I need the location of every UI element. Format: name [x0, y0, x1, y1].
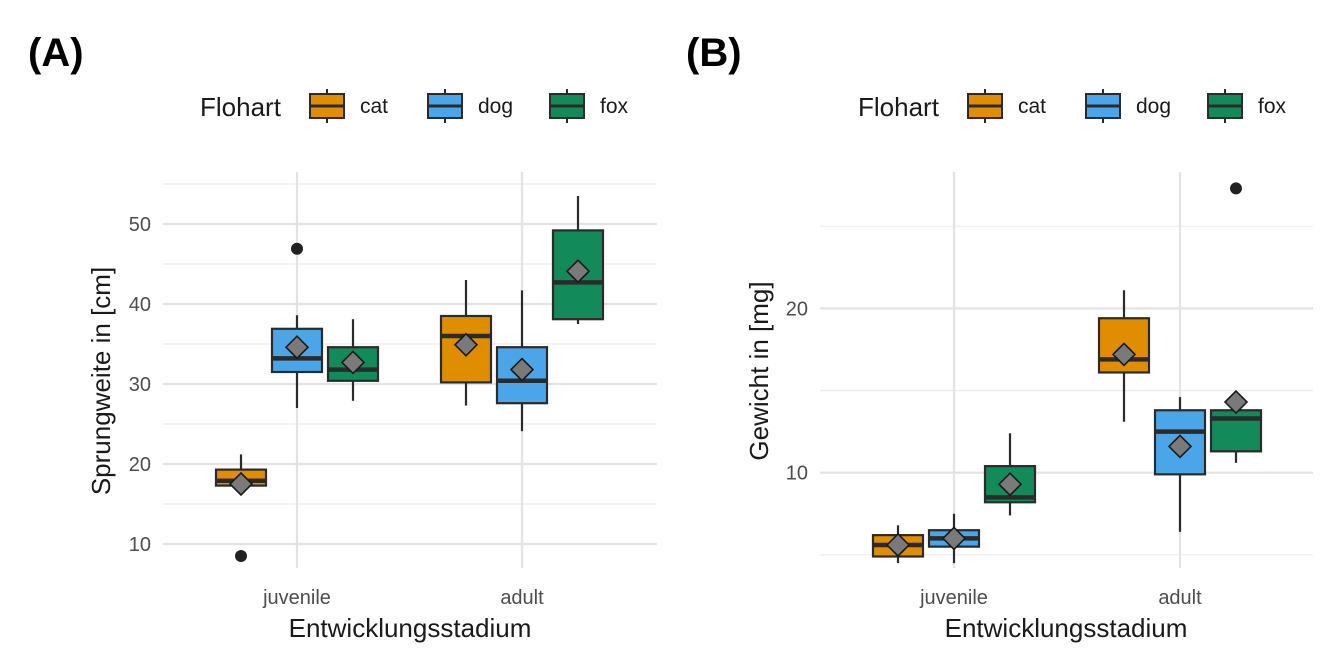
panel-b-label: (B) — [686, 31, 742, 75]
legend-key-dog: dog — [427, 89, 513, 123]
outlier-point — [1230, 182, 1242, 195]
panel-b-plot: 10 20 juvenile adult — [786, 172, 1313, 609]
outlier-point — [291, 242, 303, 255]
mean-marker — [1223, 389, 1249, 415]
mean-marker — [565, 259, 591, 284]
legend-key-cat: cat — [967, 89, 1046, 123]
mean-marker — [1111, 342, 1137, 367]
mean-marker — [228, 471, 254, 497]
legend-label: fox — [600, 95, 629, 118]
mean-marker — [885, 532, 911, 558]
panel-a-x-axis-title: Entwicklungsstadium — [289, 613, 532, 643]
box-cat-adult — [439, 280, 493, 406]
box-dog-adult — [1153, 397, 1207, 532]
legend-label: fox — [1258, 95, 1287, 118]
x-tick-label: adult — [500, 587, 544, 609]
panel-a: (A) Flohart cat dog fox 10 20 30 40 50 juvenile… — [28, 31, 657, 643]
box-dog-adult — [495, 290, 549, 432]
x-tick-label: adult — [1158, 587, 1202, 609]
panel-b-legend-keys: cat dog fox — [967, 89, 1287, 123]
mean-marker — [284, 335, 310, 360]
legend-label: cat — [1018, 95, 1046, 118]
box-fox-juvenile — [983, 433, 1037, 516]
panel-a-legend-title: Flohart — [200, 92, 282, 122]
legend-key-cat: cat — [309, 89, 388, 123]
y-tick-label: 10 — [786, 463, 808, 485]
legend-label: dog — [1136, 95, 1171, 118]
panel-b-ticks: 10 20 juvenile adult — [786, 298, 1202, 609]
legend-key-fox: fox — [549, 89, 629, 123]
panel-a-y-axis-title: Sprungweite in [cm] — [86, 267, 116, 495]
panel-b-legend-title: Flohart — [858, 92, 940, 122]
box-dog-juvenile — [270, 242, 324, 408]
box-cat-adult — [1097, 290, 1151, 422]
mean-marker — [509, 357, 535, 382]
panel-a-legend-keys: cat dog fox — [309, 89, 629, 123]
y-tick-label: 30 — [129, 374, 151, 396]
legend-label: dog — [478, 95, 513, 118]
panel-a-ticks: 10 20 30 40 50 juvenile adult — [129, 214, 544, 609]
panel-a-label: (A) — [28, 31, 84, 75]
panel-b-x-axis-title: Entwicklungsstadium — [945, 613, 1188, 643]
mean-marker — [453, 332, 479, 357]
legend-label: cat — [360, 95, 388, 118]
mean-marker — [941, 526, 967, 551]
panel-b-y-axis-title: Gewicht in [mg] — [744, 281, 774, 460]
legend-key-dog: dog — [1085, 89, 1171, 123]
outlier-point — [235, 550, 247, 562]
box-fox-adult — [1209, 182, 1263, 463]
y-tick-label: 20 — [786, 298, 808, 320]
panel-b-grid — [820, 172, 1313, 568]
legend-key-fox: fox — [1207, 89, 1287, 123]
panel-b-legend: Flohart cat dog fox — [858, 89, 1287, 123]
box-cat-juvenile — [214, 454, 268, 562]
y-tick-label: 40 — [129, 294, 151, 316]
x-tick-label: juvenile — [919, 587, 988, 609]
panel-a-plot: 10 20 30 40 50 juvenile adult — [129, 172, 657, 609]
mean-marker — [997, 472, 1023, 497]
box-cat-juvenile — [871, 525, 925, 564]
box-fox-juvenile — [326, 319, 380, 401]
panel-b-boxes — [871, 182, 1263, 564]
y-tick-label: 50 — [129, 214, 151, 236]
panel-a-boxes — [214, 196, 605, 562]
box-fox-adult — [551, 196, 605, 324]
panel-a-legend: Flohart cat dog fox — [200, 89, 629, 123]
x-tick-label: juvenile — [262, 587, 331, 609]
mean-marker — [1167, 434, 1193, 459]
y-tick-label: 10 — [129, 534, 151, 556]
mean-marker — [340, 350, 366, 375]
box-dog-juvenile — [927, 513, 981, 564]
y-tick-label: 20 — [129, 454, 151, 476]
